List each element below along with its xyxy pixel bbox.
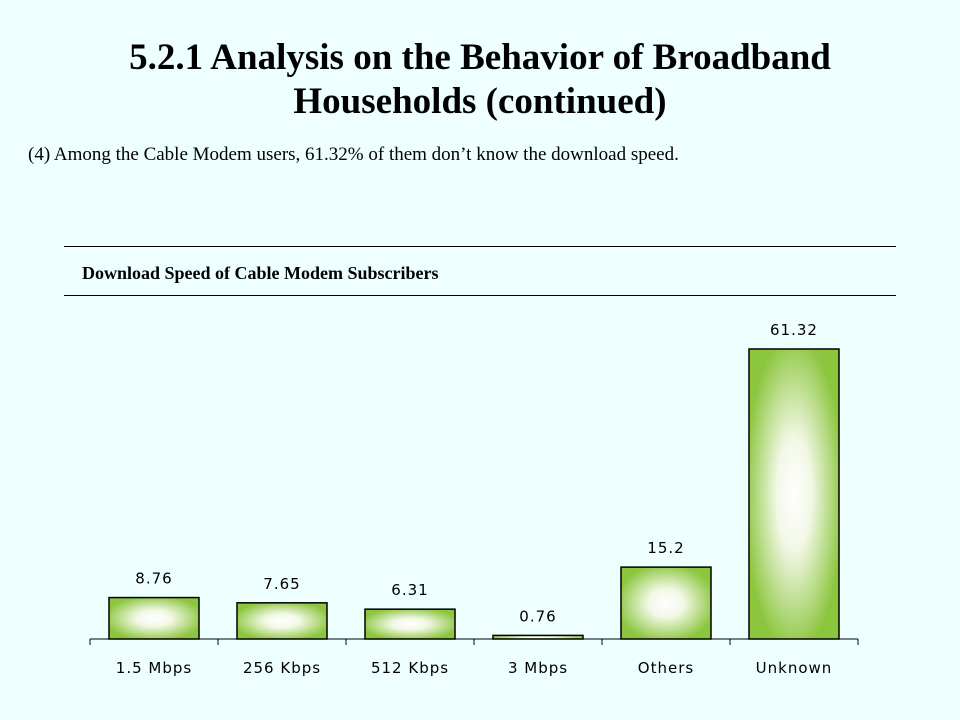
value-label-256-kbps: 7.65	[263, 575, 300, 593]
value-labels: 8.76 7.65 6.31 0.76 15.2 61.32	[135, 321, 818, 625]
slide-title: 5.2.1 Analysis on the Behavior of Broadb…	[0, 36, 960, 124]
x-axis	[89, 638, 859, 645]
bar-3-mbps	[492, 634, 584, 640]
value-label-512-kbps: 6.31	[391, 581, 428, 599]
bar-256-kbps	[236, 602, 328, 640]
chart-title: Download Speed of Cable Modem Subscriber…	[82, 263, 439, 283]
category-labels: 1.5 Mbps 256 Kbps 512 Kbps 3 Mbps Others Unkn…	[116, 659, 833, 677]
category-label-512-kbps: 512 Kbps	[371, 659, 449, 677]
bar-1-5-mbps	[108, 596, 200, 640]
bar-512-kbps	[364, 608, 456, 640]
category-label-256-kbps: 256 Kbps	[243, 659, 321, 677]
value-label-3-mbps: 0.76	[519, 607, 556, 625]
category-label-1-5-mbps: 1.5 Mbps	[116, 659, 192, 677]
slide-subtitle: (4) Among the Cable Modem users, 61.32% …	[28, 144, 679, 165]
chart-title-top-rule	[64, 246, 896, 247]
category-label-unknown: Unknown	[756, 659, 833, 677]
category-label-others: Others	[638, 659, 694, 677]
chart-title-bottom-rule	[64, 295, 896, 296]
slide-title-line-1: 5.2.1 Analysis on the Behavior of Broadb…	[129, 37, 831, 78]
value-label-unknown: 61.32	[770, 321, 818, 339]
value-label-others: 15.2	[647, 539, 684, 557]
bar-others	[620, 566, 712, 640]
category-label-3-mbps: 3 Mbps	[508, 659, 568, 677]
bar-series	[108, 348, 840, 640]
bar-unknown	[748, 348, 840, 640]
value-label-1-5-mbps: 8.76	[135, 570, 172, 588]
slide-title-line-2: Households (continued)	[293, 81, 667, 122]
